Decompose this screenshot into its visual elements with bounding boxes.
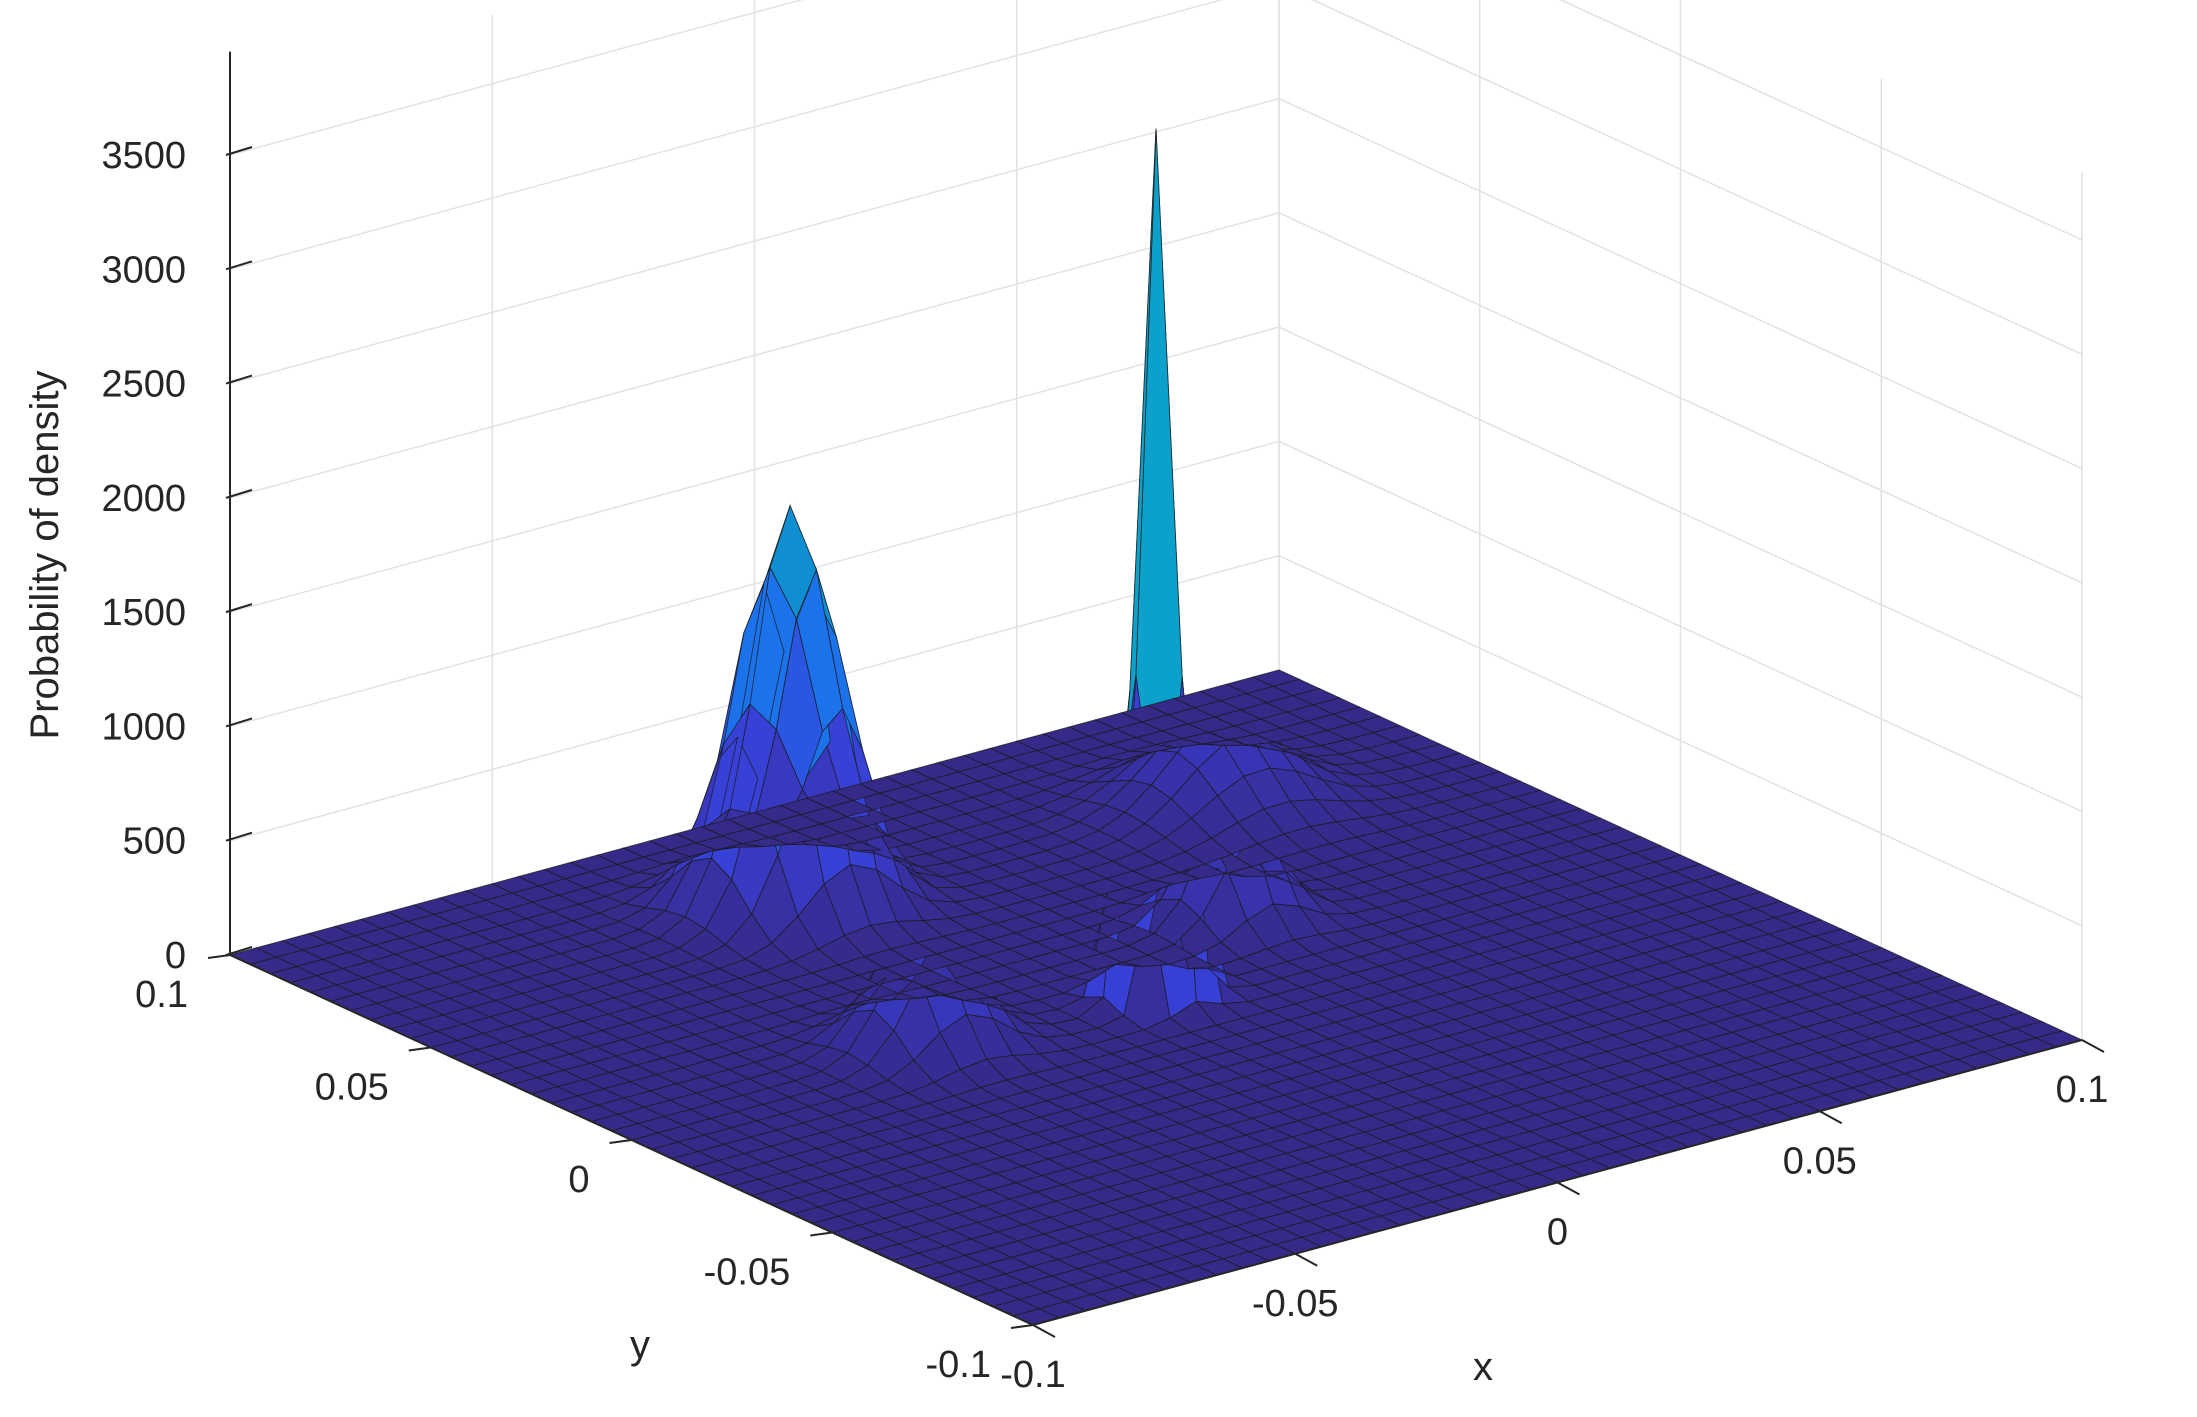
z-tick: [225, 374, 253, 385]
y-tick-label: 0: [568, 1159, 589, 1201]
grid-line: [1278, 97, 2083, 470]
z-tick-label: 3500: [101, 135, 186, 177]
grid-line: [229, 97, 1280, 385]
y-tick-label: -0.05: [704, 1252, 791, 1294]
y-tick: [408, 1046, 431, 1052]
x-tick-label: 0: [1547, 1212, 1568, 1254]
x-tick-label: -0.1: [1000, 1354, 1065, 1396]
grid-line: [229, 440, 1280, 728]
axis-labels: 0500100015002000250030003500-0.1-0.0500.…: [101, 135, 2108, 1396]
x-tick: [2081, 1039, 2105, 1053]
grid-line: [1278, 212, 2083, 584]
grid-line: [1278, 326, 2083, 698]
z-tick: [225, 717, 253, 728]
grid-line: [1278, 440, 2083, 813]
z-tick: [225, 260, 253, 271]
z-tick: [225, 831, 253, 842]
z-tick: [225, 946, 253, 956]
grid-line: [1278, 555, 2083, 927]
y-tick: [609, 1139, 632, 1144]
z-tick: [225, 146, 253, 156]
y-tick: [207, 954, 231, 959]
z-tick-label: 2000: [101, 478, 186, 520]
grid-line: [229, 0, 1225, 271]
z-tick-label: 1000: [101, 706, 186, 748]
z-axis-title: Probability of density: [23, 370, 67, 739]
z-tick: [225, 603, 253, 614]
axis-ticks: [207, 51, 2105, 1338]
x-tick-label: -0.05: [1252, 1283, 1339, 1325]
x-tick: [1294, 1252, 1318, 1267]
surface-mesh: [228, 128, 2084, 1326]
x-tick-label: 0.05: [1783, 1140, 1857, 1182]
z-tick-label: 0: [165, 935, 186, 977]
y-tick: [810, 1231, 833, 1237]
x-tick: [1032, 1324, 1056, 1338]
y-tick-label: -0.1: [926, 1344, 991, 1386]
y-tick-label: 0.1: [135, 974, 188, 1016]
grid-line: [229, 326, 1280, 613]
x-tick: [1819, 1110, 1843, 1125]
x-axis-title: x: [1473, 1345, 1493, 1389]
grid-line: [229, 212, 1280, 499]
y-axis-title: y: [630, 1323, 650, 1367]
z-tick-label: 3000: [101, 249, 186, 291]
x-tick: [1557, 1181, 1580, 1196]
grid-line: [1559, 0, 2083, 241]
x-tick-label: 0.1: [2056, 1069, 2109, 1111]
grid-line: [229, 0, 804, 156]
z-tick-label: 500: [123, 821, 186, 863]
y-tick-label: 0.05: [315, 1067, 389, 1109]
z-tick-label: 1500: [101, 592, 186, 634]
z-tick: [225, 488, 253, 499]
y-tick: [1010, 1324, 1034, 1329]
grid-line: [1311, 0, 2083, 355]
z-tick-label: 2500: [101, 364, 186, 406]
